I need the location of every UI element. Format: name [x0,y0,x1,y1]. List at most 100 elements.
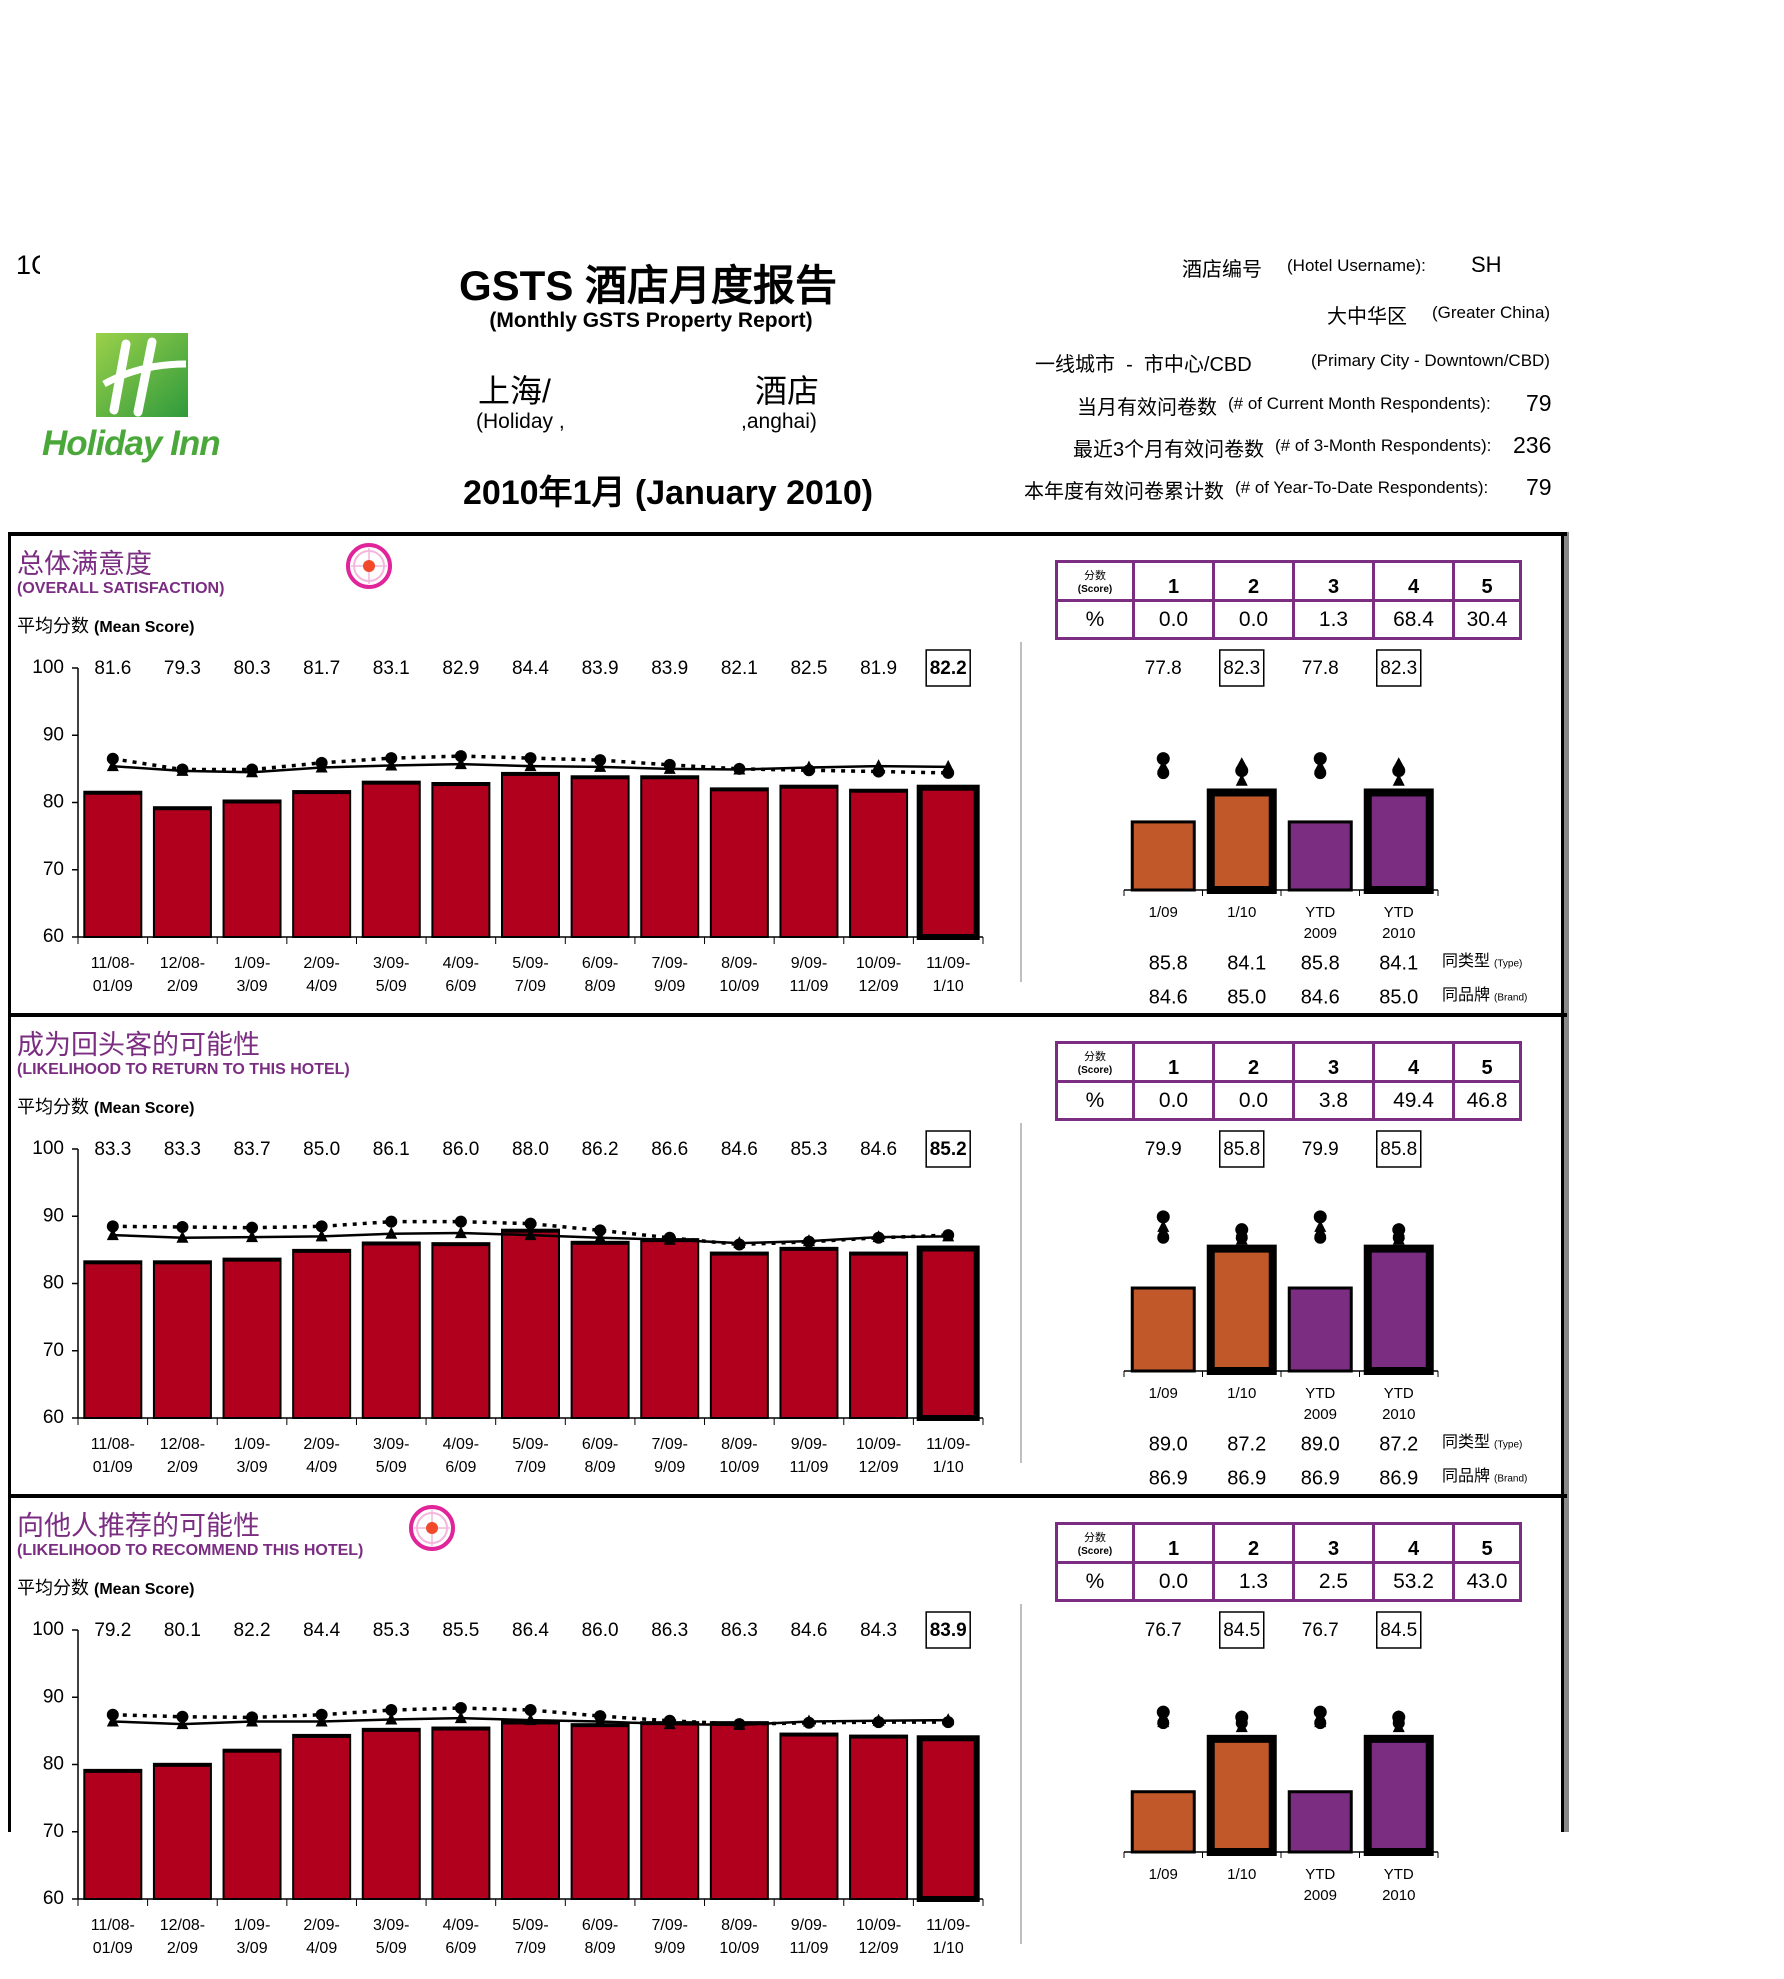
report-subtitle: (Monthly GSTS Property Report) [489,309,813,332]
type-marker [524,752,537,765]
hotel-name-cn-left: 上海/ [478,373,551,409]
score-level: 3 [1292,1041,1375,1083]
x-category-label: 1/09- [234,1436,270,1453]
trend-value-label: 85.3 [790,1139,827,1160]
brand-marker [942,759,955,772]
trend-bar-cap [850,1252,908,1256]
x-category-label: 1/10 [933,1940,964,1957]
compare-bar [1363,1734,1434,1857]
brand-marker [246,765,259,778]
trend-bar-cap [362,781,420,785]
type-benchmark-value: 85.8 [1301,952,1340,974]
trend-bar [83,1260,143,1419]
compare-bar [1363,788,1434,894]
x-category-label: 9/09 [654,1459,685,1476]
report-period: 2010年1月 (January 2010) [462,474,874,512]
type-marker [1156,1210,1170,1224]
section-title-en: (OVERALL SATISFACTION) [17,580,225,597]
percent-value: 53.2 [1372,1561,1455,1602]
section-title-cn: 向他人推荐的可能性 [17,1511,260,1541]
trend-bar-cap [153,1763,211,1767]
y-tick-label: 60 [43,1407,64,1428]
hotel-name-en-right: ,anghai) [741,410,817,433]
score-level: 3 [1292,560,1375,602]
y-tick-label: 70 [43,859,64,880]
trend-value-label: 84.4 [303,1620,340,1641]
username-label-cn: 酒店编号 [1182,259,1262,281]
type-marker [454,1702,467,1715]
x-category-label: 4/09 [306,1940,337,1957]
ytd-value: 79 [1526,474,1552,500]
section-charts: 100 90 80 70 60 83.3 11/08- 01/09 83.3 12/08- 2/09… [32,1123,1527,1489]
score-distribution-table: 分数 (Score) 1 2 3 4 5% 0.0 0.0 3.8 49.4 46.8 [1055,1041,1522,1121]
x-category-label: 11/09- [926,955,970,972]
trend-bar-cap [432,1727,490,1731]
trend-bar-cap [153,1261,211,1265]
mean-score-cn: 平均分数 [17,1578,89,1598]
type-marker [176,1221,189,1234]
trend-bar [640,1721,700,1900]
brand-marker [176,763,189,776]
x-category-label: 7/09 [515,1940,546,1957]
y-tick-label: 100 [32,657,64,678]
trend-bar-cap [710,788,768,792]
x-category-label: 8/09 [585,978,616,995]
percent-value: 0.0 [1132,1080,1215,1121]
section-3: 向他人推荐的可能性 (LIKELIHOOD TO RECOMMEND THIS H… [11,1494,1567,1975]
type-marker [454,750,467,763]
score-level: 4 [1372,1522,1455,1564]
percent-value: 43.0 [1452,1561,1522,1602]
compare-category-label: 1/10 [1227,1866,1256,1883]
trend-bar-cap [641,776,699,780]
x-category-label: 12/09 [859,1459,899,1476]
x-category-label: 2/09- [303,955,339,972]
brand-marker-base [1157,767,1170,780]
type-marker [1156,752,1170,766]
brand-marker [802,1714,815,1727]
compare-value-label: 85.8 [1380,1139,1417,1160]
type-benchmark-value: 87.2 [1379,1433,1418,1455]
score-distribution-table: 分数 (Score) 1 2 3 4 5% 0.0 1.3 2.5 53.2 43.0 [1055,1522,1522,1602]
mean-score-cn: 平均分数 [17,1097,89,1117]
trend-bar [222,1257,282,1419]
brand-marker [315,1714,328,1727]
brand-benchmark-value: 84.6 [1301,986,1340,1008]
x-category-label: 11/08- [91,1436,135,1453]
y-tick-label: 80 [43,792,64,813]
trend-bar-cap [432,782,490,786]
trend-bar [361,1727,421,1900]
x-category-label: 11/08- [91,1917,135,1934]
trend-bar [501,771,560,938]
x-category-label: 9/09 [654,978,685,995]
x-category-label: 6/09 [445,1459,476,1476]
x-category-label: 3/09- [373,1436,409,1453]
y-tick-label: 100 [32,1619,64,1640]
x-category-label: 5/09- [512,1436,548,1453]
brand-benchmark-value: 84.6 [1149,986,1188,1008]
trend-value-label: 84.6 [721,1139,758,1160]
x-category-label: 9/09- [791,1436,827,1453]
trend-bar [361,1241,421,1419]
trend-bar-cap [84,791,142,795]
x-category-label: 9/09 [654,1940,685,1957]
trend-value-label: 81.6 [94,658,131,679]
trend-value-label: 85.2 [930,1139,967,1160]
trend-bar-cap [850,789,908,793]
brand-marker [176,1230,189,1243]
trend-value-label: 86.2 [582,1139,619,1160]
trend-bar-cap [84,1769,142,1773]
hotel-name-cn-right: 酒店 [755,373,820,409]
trend-bar [640,775,700,938]
score-level: 5 [1452,1041,1522,1083]
trend-bar [292,1733,352,1900]
x-category-label: 5/09- [512,955,548,972]
x-category-label: 1/10 [933,1459,964,1476]
score-label-cn: 分数 [1084,1051,1106,1063]
current-value-box [925,1611,971,1649]
type-marker [1313,1210,1327,1224]
trend-bar [779,1732,839,1900]
section-charts: 100 90 80 70 60 79.2 11/08- 01/09 80.1 12/08- 2/09… [32,1505,1439,1957]
trend-value-label: 85.0 [303,1139,340,1160]
mean-score-en: (Mean Score) [94,619,195,636]
type-benchmark-value: 85.8 [1149,952,1188,974]
